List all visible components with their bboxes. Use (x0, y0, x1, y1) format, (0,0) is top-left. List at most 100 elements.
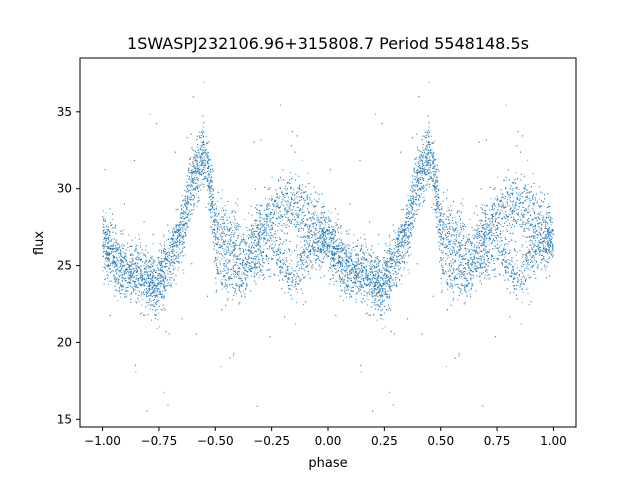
data-point (375, 293, 377, 295)
data-point (544, 224, 546, 226)
data-point (273, 205, 275, 207)
data-point (295, 288, 297, 290)
data-point (336, 240, 338, 242)
data-point (463, 275, 465, 277)
data-point (197, 169, 199, 171)
data-point (456, 253, 458, 255)
data-point (143, 264, 145, 266)
data-point (215, 282, 217, 284)
data-point (521, 191, 523, 193)
data-point (215, 206, 217, 208)
data-point (466, 236, 468, 238)
data-point (191, 179, 193, 181)
data-point (169, 247, 171, 249)
data-point (513, 284, 515, 286)
data-point (215, 219, 217, 221)
data-point (452, 229, 454, 231)
data-point (160, 262, 162, 264)
data-point (184, 224, 186, 226)
data-point (207, 152, 209, 154)
data-point (287, 220, 289, 222)
data-point (170, 262, 172, 264)
data-point (450, 205, 452, 207)
data-point (522, 216, 524, 218)
data-point (140, 245, 142, 247)
data-point (271, 195, 273, 197)
data-point (220, 239, 222, 241)
data-point (346, 261, 348, 263)
data-point (467, 259, 469, 261)
data-point (489, 262, 491, 264)
data-point (114, 256, 116, 258)
data-point (328, 210, 330, 212)
data-point (337, 218, 339, 220)
data-point (542, 242, 544, 244)
data-point (187, 190, 189, 192)
data-point (357, 257, 359, 259)
data-point (339, 256, 341, 258)
data-point (309, 263, 311, 265)
data-point (196, 186, 198, 188)
data-point (528, 227, 530, 229)
data-point (374, 297, 376, 299)
data-point (196, 155, 198, 157)
data-point (363, 234, 365, 236)
data-point (318, 250, 320, 252)
data-point (269, 215, 271, 217)
data-point (132, 274, 134, 276)
data-point (506, 201, 508, 203)
data-point (441, 209, 443, 211)
data-point (461, 293, 463, 295)
data-point (124, 264, 126, 266)
data-point (327, 249, 329, 251)
data-point (453, 268, 455, 270)
data-point (224, 284, 226, 286)
data-point (146, 296, 148, 298)
data-point (405, 224, 407, 226)
data-point (471, 282, 473, 284)
data-point (249, 269, 251, 271)
data-point (524, 267, 526, 269)
data-point (222, 241, 224, 243)
data-point (548, 203, 550, 205)
data-point (257, 261, 259, 263)
data-point (433, 174, 435, 176)
data-point (435, 216, 437, 218)
data-point (537, 247, 539, 249)
data-point (535, 261, 537, 263)
data-point (278, 223, 280, 225)
data-point (527, 292, 529, 294)
data-point (280, 104, 282, 106)
data-point (149, 272, 151, 274)
data-point (333, 284, 335, 286)
data-point (241, 248, 243, 250)
data-point (467, 241, 469, 243)
data-point (327, 270, 329, 272)
data-point (357, 263, 359, 265)
data-point (362, 274, 364, 276)
data-point (296, 291, 298, 293)
data-point (524, 209, 526, 211)
data-point (451, 288, 453, 290)
data-point (209, 165, 211, 167)
data-point (159, 326, 161, 328)
data-point (117, 243, 119, 245)
data-point (453, 277, 455, 279)
data-point (318, 241, 320, 243)
data-point (110, 240, 112, 242)
data-point (543, 215, 545, 217)
data-point (187, 195, 189, 197)
data-point (552, 233, 554, 235)
data-point (210, 171, 212, 173)
data-point (222, 230, 224, 232)
data-point (443, 256, 445, 258)
data-point (236, 293, 238, 295)
data-point (463, 255, 465, 257)
data-point (177, 261, 179, 263)
data-point (373, 274, 375, 276)
data-point (317, 215, 319, 217)
data-point (328, 244, 330, 246)
data-point (254, 267, 256, 269)
data-point (513, 196, 515, 198)
data-point (140, 247, 142, 249)
